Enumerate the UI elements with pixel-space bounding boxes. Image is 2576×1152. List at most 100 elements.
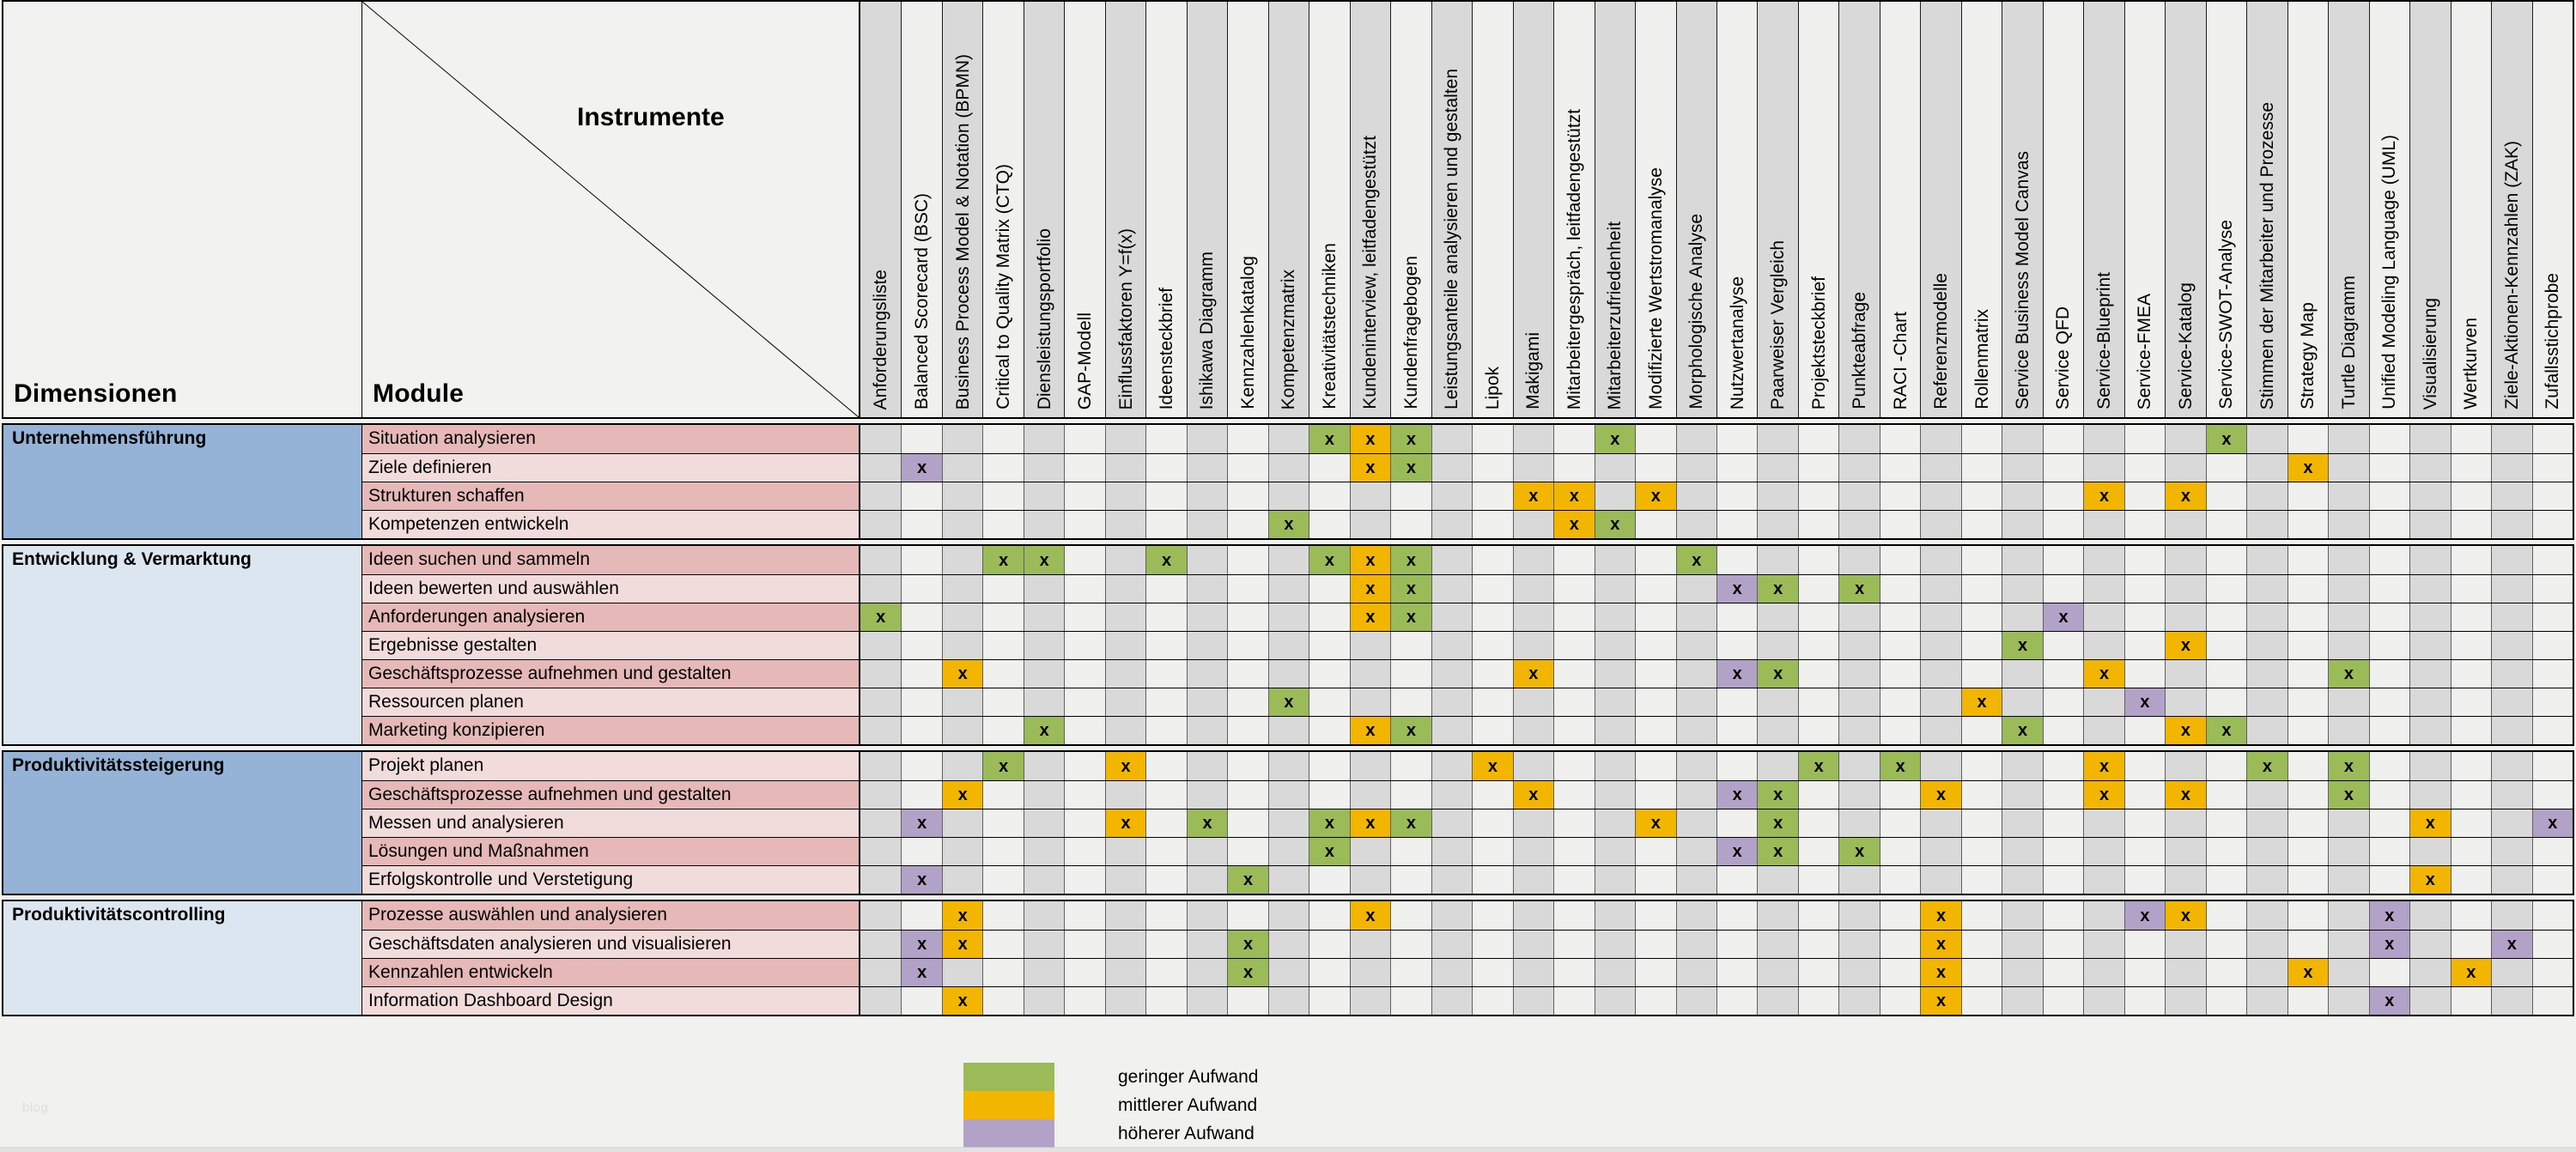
mark-cell: x (1512, 781, 1554, 809)
data-cell (2002, 931, 2043, 958)
column-header: Turtle Diagramm (2328, 2, 2369, 417)
data-cell (1879, 546, 1921, 574)
mark-cell: x (2002, 717, 2043, 744)
data-cell (1960, 809, 2002, 837)
data-cell (2042, 546, 2084, 574)
data-cell (2328, 688, 2369, 716)
column-header-label: Service Business Model Canvas (2013, 150, 2033, 409)
data-cell (1920, 717, 1961, 744)
module-row: Projekt planen x x x x x x x x (362, 752, 2573, 780)
data-cell (2123, 866, 2166, 894)
data-cell (2368, 809, 2410, 837)
data-cell (1104, 511, 1146, 538)
data-cell (1879, 901, 1921, 930)
data-cell (2368, 575, 2410, 603)
data-cell (1716, 454, 1758, 482)
data-cell (1716, 752, 1758, 780)
data-cell (1472, 717, 1513, 744)
data-cell (1349, 931, 1391, 958)
module-row: Ideen suchen und sammeln x x x x x x x (362, 546, 2573, 574)
data-cell (1716, 511, 1758, 538)
mark-cell: x (1716, 575, 1758, 603)
data-cell (860, 511, 902, 538)
data-cell (1553, 717, 1595, 744)
dimension-label: Entwicklung & Vermarktung (12, 549, 252, 569)
data-cell (1960, 454, 2002, 482)
data-cell (1675, 809, 1716, 837)
data-cell (1472, 931, 1513, 958)
data-cell (1145, 901, 1187, 930)
data-cell (2409, 632, 2451, 659)
mark-cell: x (901, 931, 942, 958)
data-cell (1553, 660, 1595, 688)
module-label: Projekt planen (362, 752, 860, 780)
data-cell (2450, 987, 2492, 1015)
dimension-cell: Produktivitätscontrolling (3, 901, 362, 1015)
data-cell (2491, 866, 2532, 894)
data-cell (2287, 511, 2329, 538)
data-cell (2042, 688, 2084, 716)
instruments-title: Instrumente (577, 103, 725, 131)
data-cell (1227, 603, 1268, 631)
data-cell (2205, 603, 2247, 631)
module-row: Ressourcen planen x x x (362, 688, 2573, 716)
data-cell (1512, 931, 1554, 958)
data-cell (1797, 717, 1839, 744)
data-cell (1594, 781, 1636, 809)
data-cell (2450, 603, 2492, 631)
data-cell (1553, 603, 1595, 631)
data-cell (1227, 987, 1268, 1015)
data-cell (860, 809, 902, 837)
column-header: Modifizierte Wertstromanalyse (1635, 2, 1676, 417)
data-cell (982, 482, 1024, 510)
data-cell (1186, 425, 1228, 453)
diagonal-divider-line (362, 2, 859, 417)
data-cell (1431, 575, 1473, 603)
data-cell (1145, 931, 1187, 958)
data-cell (1186, 717, 1228, 744)
data-cell (2287, 781, 2329, 809)
data-cell (1064, 987, 1105, 1015)
data-cell (1553, 866, 1595, 894)
column-header-label: Kompetenzmatrix (1279, 269, 1299, 409)
dimension-group: Unternehmensführung Situation analysieren… (2, 423, 2574, 540)
column-header: Ishikawa Diagramm (1186, 2, 1228, 417)
data-cell (941, 752, 983, 780)
module-label: Geschäftsprozesse aufnehmen und gestalte… (362, 660, 860, 688)
data-cell (1635, 688, 1676, 716)
data-cell (1431, 632, 1473, 659)
mark-cell: x (2165, 901, 2206, 930)
data-cell (2409, 575, 2451, 603)
data-cell (1838, 809, 1880, 837)
data-cell (1227, 482, 1268, 510)
data-cell (1594, 809, 1636, 837)
data-cell (1838, 781, 1880, 809)
data-cell (2083, 575, 2124, 603)
data-cell (2123, 546, 2166, 574)
mark-cell: x (1349, 546, 1391, 574)
module-label: Geschäftsprozesse aufnehmen und gestalte… (362, 781, 860, 809)
data-cell (2246, 660, 2287, 688)
mark-cell: x (1390, 809, 1431, 837)
data-cell (2246, 901, 2287, 930)
data-cell (1267, 603, 1309, 631)
data-cell (2531, 838, 2573, 865)
data-cell (2002, 660, 2043, 688)
data-cell (2409, 959, 2451, 986)
modules-title: Module (373, 379, 465, 408)
mark-cell: x (2205, 717, 2247, 744)
column-header: Morphologische Analyse (1675, 2, 1716, 417)
data-cell (2328, 959, 2369, 986)
data-cell (1186, 688, 1228, 716)
column-header: Strategy Map (2287, 2, 2329, 417)
data-cell (1431, 752, 1473, 780)
data-cell (901, 688, 942, 716)
data-cell (1145, 959, 1187, 986)
column-header: Service-FMEA (2123, 2, 2166, 417)
column-header-label: Service-FMEA (2135, 293, 2155, 409)
data-cell (2409, 752, 2451, 780)
mark-cell: x (2083, 781, 2124, 809)
module-label: Marketing konzipieren (362, 717, 860, 744)
data-cell (1594, 752, 1636, 780)
data-cell (1797, 660, 1839, 688)
